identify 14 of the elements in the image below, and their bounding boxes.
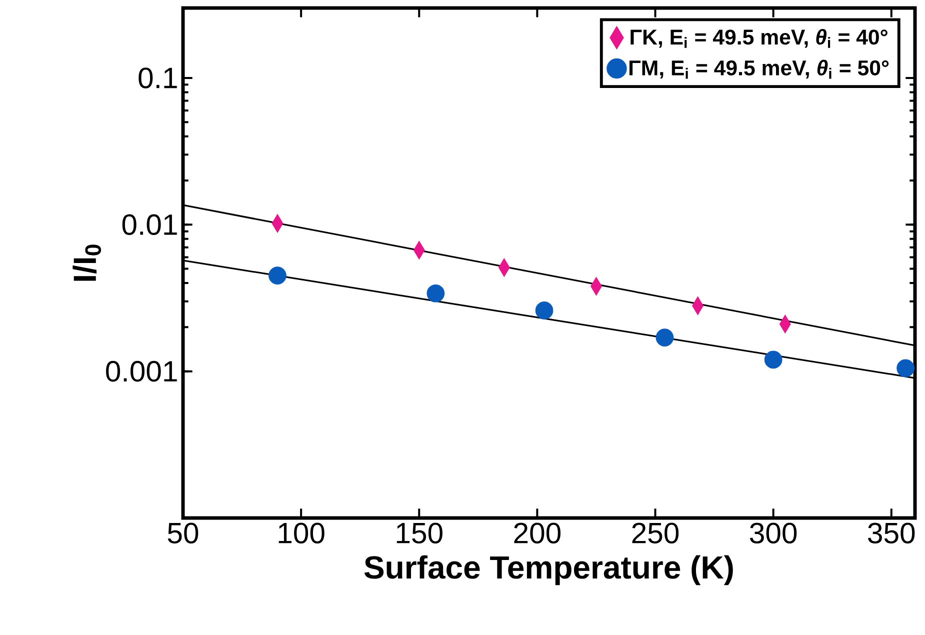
x-tick-label: 250 [632, 522, 679, 544]
y-tick-label: 0.1 [138, 68, 177, 88]
x-tick-label: 350 [868, 522, 915, 544]
y-axis-title: I/I$_{0}$ [72, 244, 102, 281]
y-tick-label: 0.001 [106, 360, 177, 382]
x-tick-label: 150 [396, 522, 442, 544]
x-tick-label: 100 [278, 522, 324, 544]
x-axis-title: Surface Temperature (K) [364, 555, 733, 586]
x-tick-label: 200 [514, 522, 561, 544]
x-tick-label: 50 [168, 522, 198, 544]
legend-label: ΓM, E$_{i}$ = 49.5 meV, θ$_{i}$ = 50° [629, 60, 889, 79]
y-tick-label: 0.01 [122, 214, 177, 236]
legend-label: ΓK, E$_{i}$ = 49.5 meV, θ$_{i}$ = 40° [630, 29, 888, 48]
x-tick-label: 300 [750, 522, 797, 544]
